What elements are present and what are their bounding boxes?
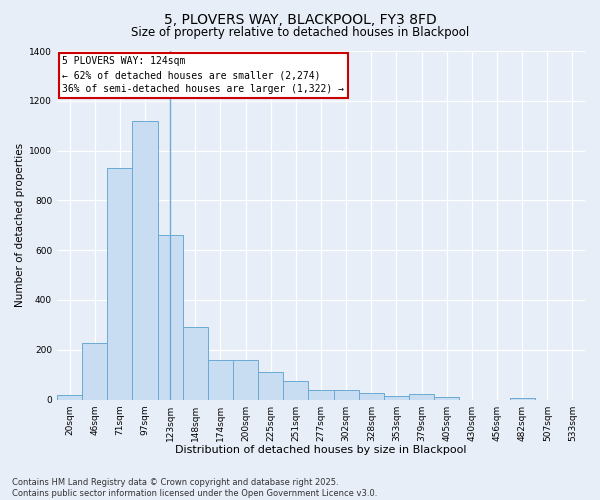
Bar [208,360,233,400]
Bar [409,394,434,400]
Bar [233,360,258,400]
Bar [57,395,82,400]
Bar [258,372,283,400]
Bar [158,236,183,400]
Text: 5, PLOVERS WAY, BLACKPOOL, FY3 8FD: 5, PLOVERS WAY, BLACKPOOL, FY3 8FD [164,12,436,26]
Text: 5 PLOVERS WAY: 124sqm
← 62% of detached houses are smaller (2,274)
36% of semi-d: 5 PLOVERS WAY: 124sqm ← 62% of detached … [62,56,344,94]
Bar [509,398,535,400]
Bar [308,390,334,400]
Bar [334,390,359,400]
Bar [82,343,107,400]
Bar [359,394,384,400]
Bar [384,396,409,400]
Bar [434,397,459,400]
Bar [283,381,308,400]
Y-axis label: Number of detached properties: Number of detached properties [15,143,25,308]
X-axis label: Distribution of detached houses by size in Blackpool: Distribution of detached houses by size … [175,445,467,455]
Bar [133,120,158,400]
Text: Size of property relative to detached houses in Blackpool: Size of property relative to detached ho… [131,26,469,39]
Text: Contains HM Land Registry data © Crown copyright and database right 2025.
Contai: Contains HM Land Registry data © Crown c… [12,478,377,498]
Bar [107,168,133,400]
Bar [183,328,208,400]
